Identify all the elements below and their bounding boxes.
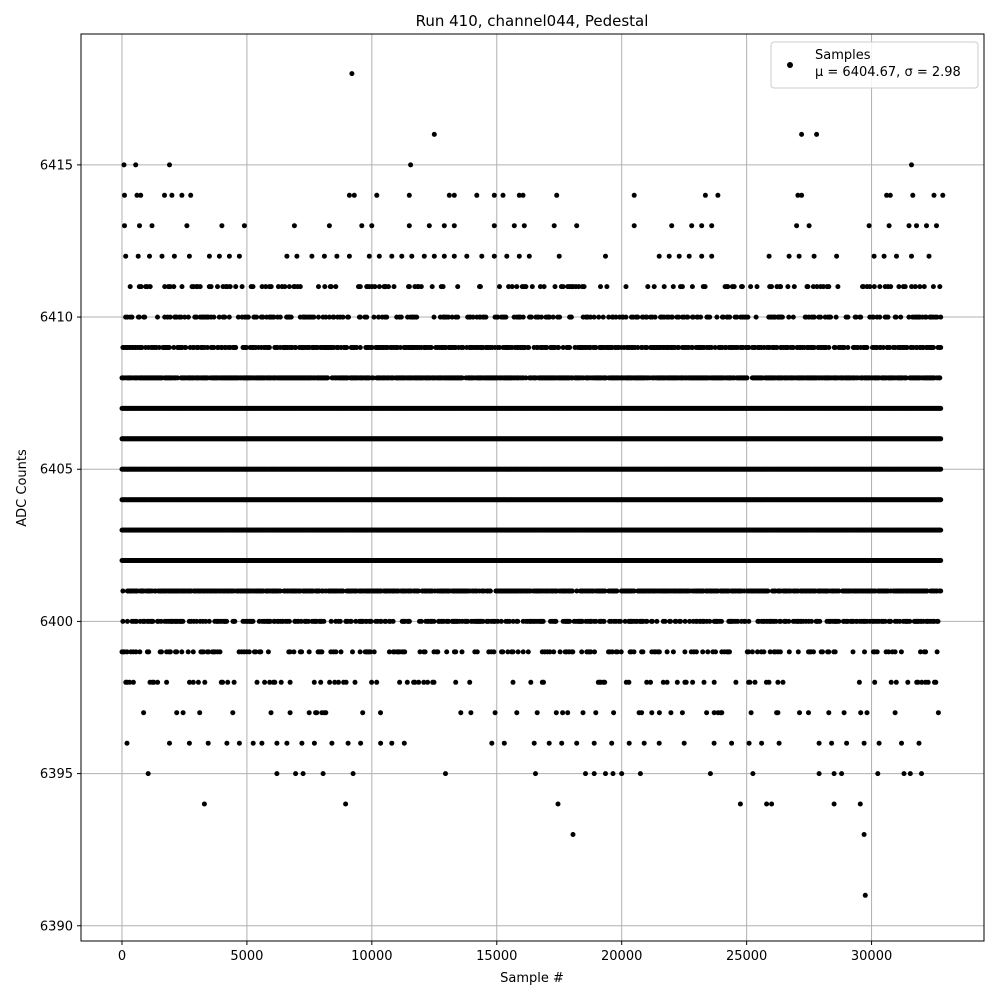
data-point	[465, 618, 471, 624]
data-point	[383, 618, 389, 624]
data-point	[406, 618, 412, 624]
data-point	[277, 588, 283, 594]
data-point	[507, 618, 512, 624]
data-point	[778, 618, 784, 624]
data-point	[328, 618, 334, 624]
data-point	[673, 618, 679, 624]
data-point	[897, 618, 903, 624]
data-point	[298, 618, 304, 624]
data-point	[390, 618, 396, 624]
data-point	[286, 618, 292, 624]
data-point	[631, 588, 637, 594]
data-point	[593, 618, 599, 624]
data-points	[119, 71, 946, 898]
data-point	[194, 618, 200, 624]
data-point	[707, 618, 713, 624]
data-point	[649, 618, 655, 624]
data-point	[416, 588, 421, 594]
data-point	[348, 618, 354, 624]
data-point	[579, 618, 585, 624]
data-point	[515, 618, 521, 624]
data-point	[353, 618, 359, 624]
data-point	[567, 618, 573, 624]
data-point	[601, 618, 607, 624]
data-point	[368, 618, 374, 624]
data-point	[120, 618, 126, 624]
data-point	[418, 618, 424, 624]
data-point	[687, 618, 693, 624]
data-point	[340, 588, 346, 594]
data-point	[836, 588, 842, 594]
data-point	[232, 618, 238, 624]
data-point	[124, 618, 130, 624]
data-point	[907, 618, 913, 624]
data-point	[746, 618, 752, 624]
data-point	[765, 588, 771, 594]
data-point	[540, 618, 546, 624]
chart-title: Run 410, channel044, Pedestal	[416, 12, 649, 30]
data-point	[773, 618, 779, 624]
data-point	[935, 618, 941, 624]
data-point	[622, 618, 628, 624]
data-point	[120, 588, 126, 594]
data-point	[134, 618, 139, 624]
data-point	[321, 618, 327, 624]
data-point	[337, 618, 343, 624]
data-point	[662, 618, 668, 624]
data-point	[498, 618, 504, 624]
data-point	[938, 558, 944, 563]
data-point	[150, 618, 156, 624]
data-point	[574, 588, 580, 594]
data-point	[203, 618, 209, 624]
data-point	[267, 618, 273, 624]
data-point	[719, 618, 724, 624]
data-point	[614, 588, 620, 594]
data-point	[938, 466, 944, 472]
data-point	[224, 618, 230, 624]
data-point	[809, 618, 814, 624]
data-point	[618, 618, 623, 624]
data-point	[446, 618, 452, 624]
data-point	[378, 618, 384, 624]
data-point	[180, 618, 186, 624]
data-point	[553, 618, 559, 624]
data-point	[882, 618, 888, 624]
data-point	[569, 588, 575, 594]
data-point	[602, 588, 608, 594]
data-point	[682, 618, 688, 624]
data-point	[938, 497, 944, 503]
data-point	[495, 618, 501, 624]
data-point	[817, 618, 823, 624]
data-point	[644, 618, 650, 624]
data-point	[654, 618, 660, 624]
data-point	[938, 588, 944, 594]
data-point	[888, 618, 894, 624]
data-point	[786, 618, 792, 624]
data-point	[836, 618, 842, 624]
data-point	[678, 618, 683, 624]
data-point	[668, 618, 673, 624]
data-point	[487, 588, 493, 594]
data-point	[510, 618, 516, 624]
data-point	[250, 618, 256, 624]
data-point	[206, 618, 212, 624]
data-point	[480, 618, 486, 624]
data-point	[158, 618, 164, 624]
data-point	[938, 527, 944, 533]
data-point	[742, 618, 748, 624]
data-point	[306, 618, 311, 624]
data-point	[431, 618, 437, 624]
data-point	[735, 618, 741, 624]
